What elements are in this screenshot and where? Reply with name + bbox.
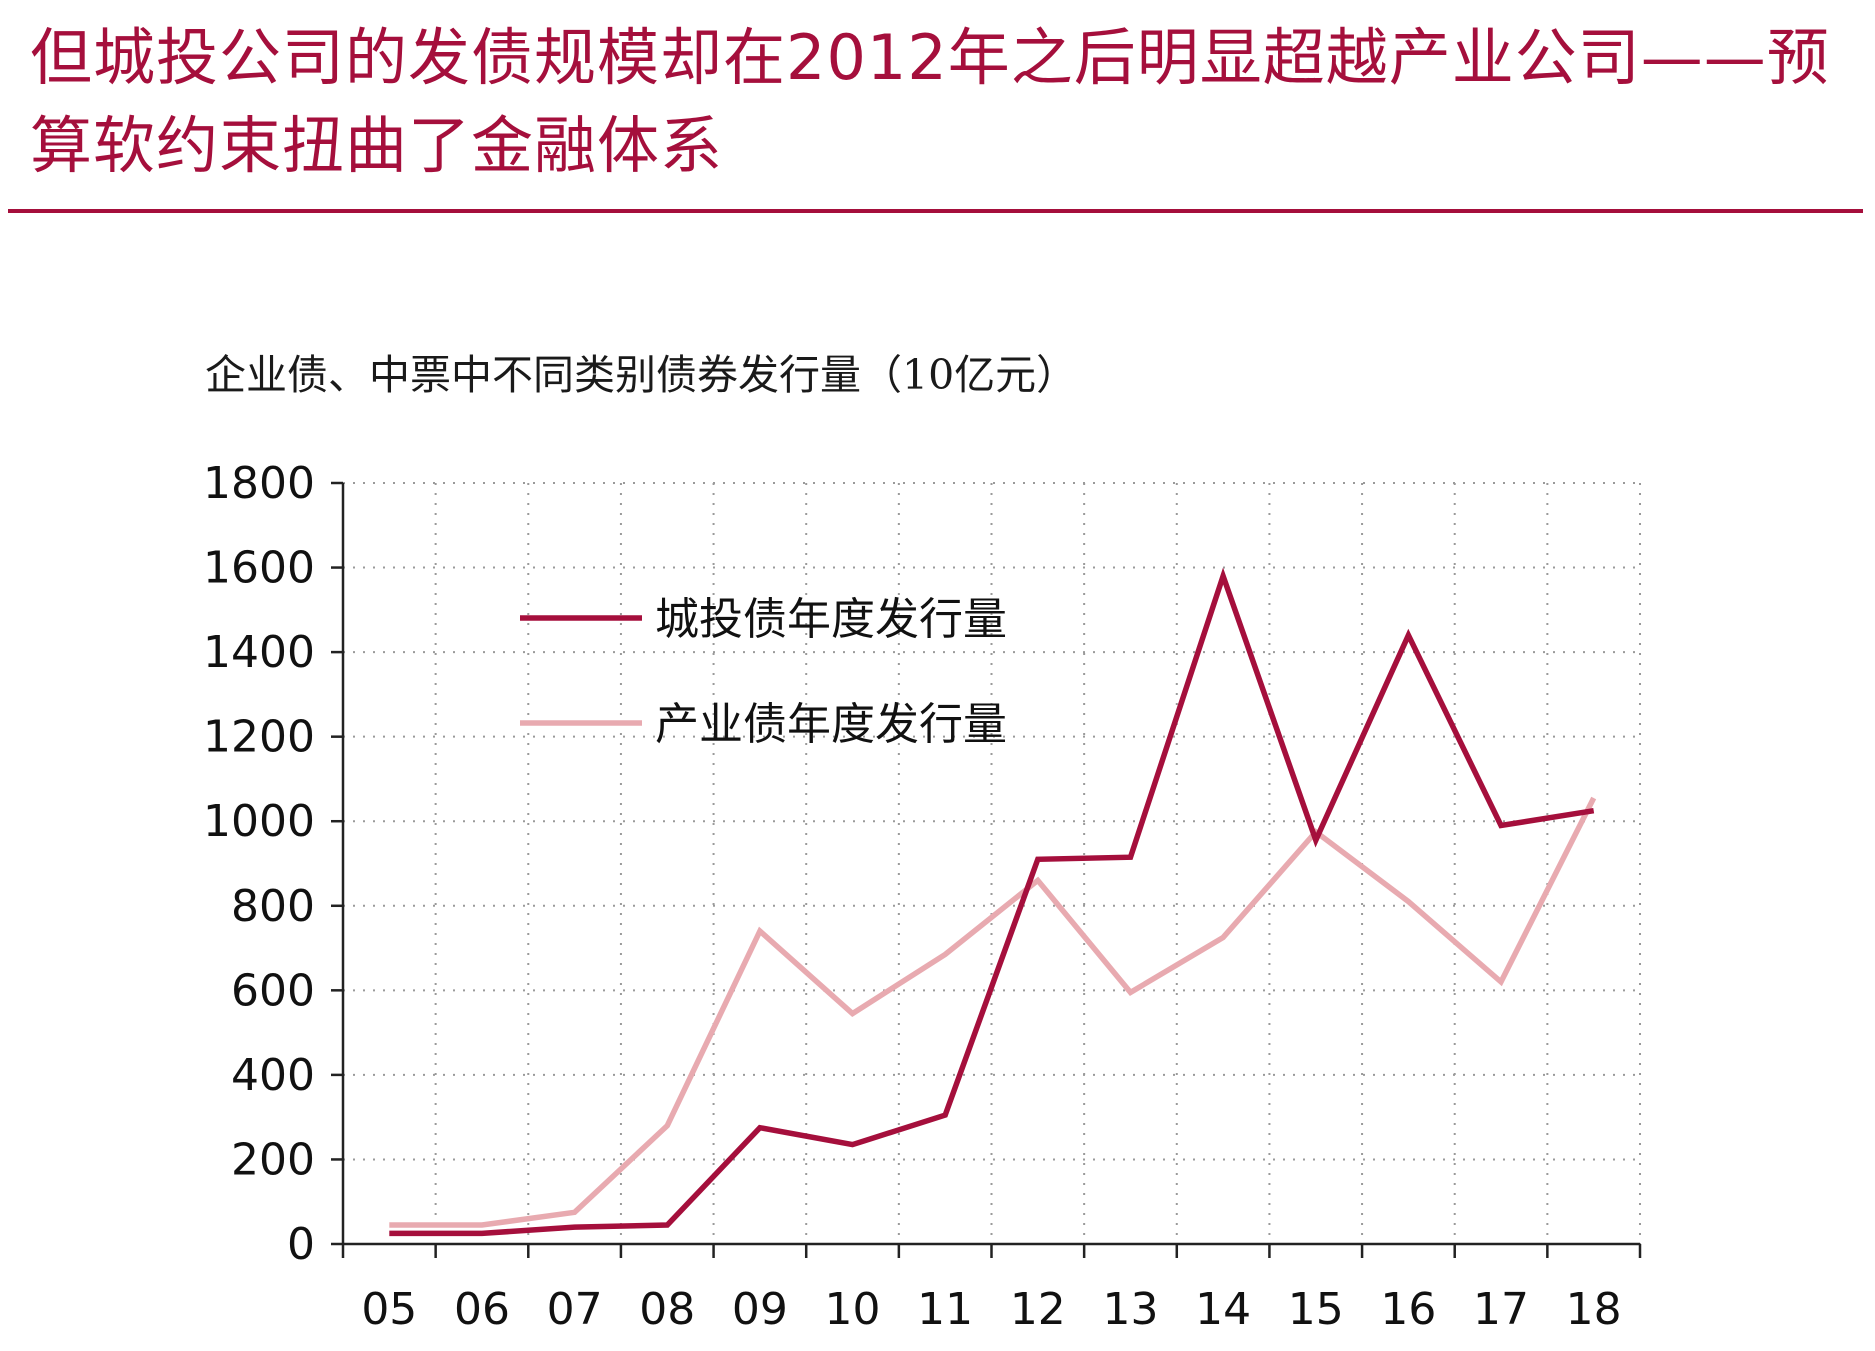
y-tick-label: 1200 (203, 712, 315, 763)
legend-label: 城投债年度发行量 (655, 594, 1007, 645)
x-tick-label: 17 (1473, 1284, 1529, 1335)
chart-series (389, 567, 1597, 1237)
y-tick-label: 1000 (203, 796, 315, 847)
x-tick-label: 06 (454, 1284, 510, 1335)
x-tick-label: 16 (1380, 1284, 1436, 1335)
y-tick-label: 0 (287, 1219, 315, 1270)
chart-gridlines (343, 482, 1641, 1244)
legend-label: 产业债年度发行量 (655, 699, 1007, 750)
y-tick-label: 800 (231, 881, 315, 932)
x-tick-label: 15 (1288, 1284, 1344, 1335)
page-title: 但城投公司的发债规模却在2012年之后明显超越产业公司——预算软约束扭曲了金融体… (30, 21, 1830, 182)
y-tick-label: 1600 (203, 543, 315, 594)
x-tick-label: 09 (732, 1284, 788, 1335)
title-divider (8, 209, 1863, 213)
x-tick-label: 18 (1566, 1284, 1622, 1335)
x-tick-label: 12 (1010, 1284, 1066, 1335)
y-tick-label: 600 (231, 965, 315, 1016)
x-tick-label: 08 (639, 1284, 695, 1335)
series-line-1 (389, 567, 1595, 1237)
x-tick-label: 10 (825, 1284, 881, 1335)
x-tick-label: 14 (1195, 1284, 1251, 1335)
y-tick-label: 1800 (203, 458, 315, 509)
x-tick-label: 05 (361, 1284, 417, 1335)
chart-axes (331, 481, 1642, 1258)
series-line-2 (389, 796, 1597, 1228)
y-axis-tick-labels: 0 200 400 600 800 1000 1200 1400 1600 1800 (203, 458, 315, 1270)
x-axis-tick-labels: 05 06 07 08 09 10 11 12 13 14 15 16 17 18 (361, 1284, 1621, 1335)
x-tick-label: 07 (547, 1284, 603, 1335)
x-tick-label: 11 (917, 1284, 973, 1335)
y-tick-label: 200 (231, 1134, 315, 1185)
y-tick-label: 1400 (203, 627, 315, 678)
chart-title: 企业债、中票中不同类别债券发行量（10亿元） (205, 351, 1078, 399)
y-tick-label: 400 (231, 1050, 315, 1101)
x-tick-label: 13 (1102, 1284, 1158, 1335)
